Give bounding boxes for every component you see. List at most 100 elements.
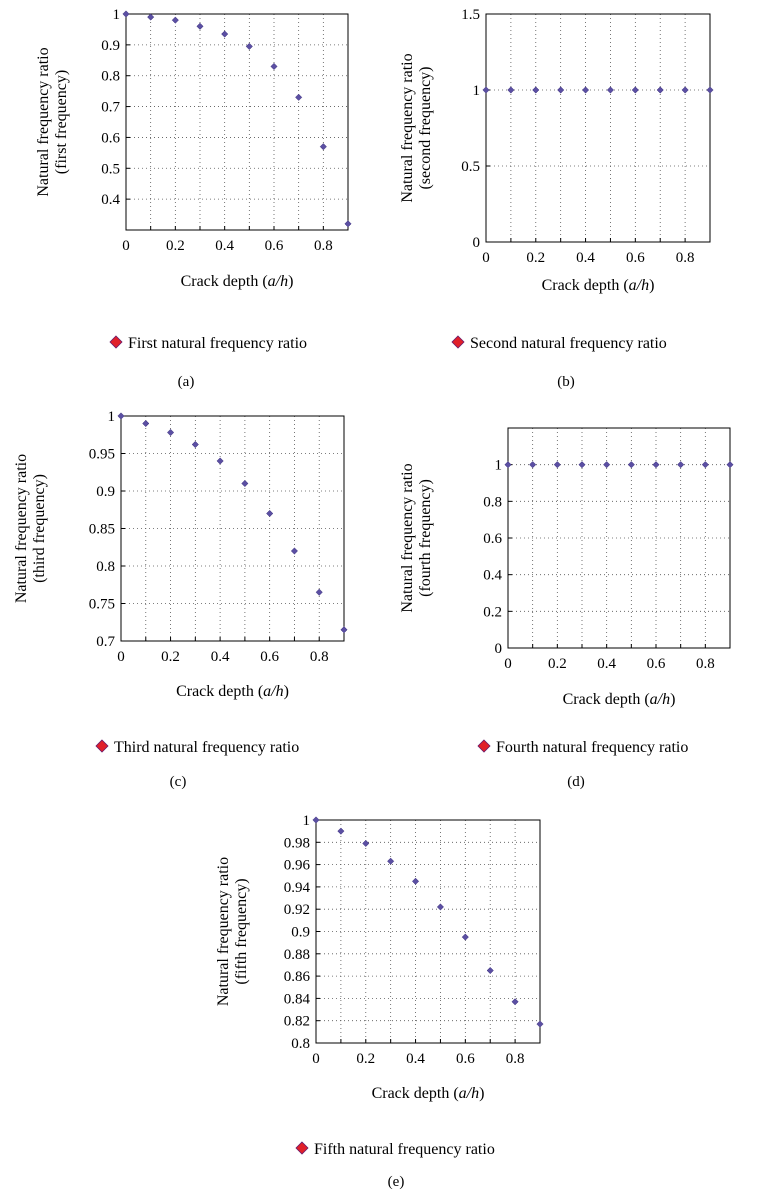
data-point bbox=[266, 509, 274, 518]
y-tick-label: 0 bbox=[495, 641, 503, 657]
data-point bbox=[196, 22, 204, 30]
y-tick-label: 1.5 bbox=[461, 7, 480, 23]
chart-panel-2: 0 0.2 0.4 0.6 0.8 0 0.5 1 1.5 Crack depth (a/h) Na… bbox=[399, 7, 714, 390]
y-tick-label: 0.5 bbox=[101, 161, 120, 177]
plot-frame bbox=[120, 415, 345, 642]
legend-entry: Fifth natural frequency ratio bbox=[314, 1141, 495, 1158]
y-tick-label: 0.95 bbox=[89, 447, 115, 463]
data-point bbox=[216, 457, 224, 465]
x-tick-label: 0.4 bbox=[597, 656, 616, 672]
plot-frame bbox=[485, 13, 711, 243]
legend-entry: Fourth natural frequency ratio bbox=[496, 739, 688, 756]
data-point bbox=[507, 86, 515, 94]
data-point bbox=[652, 461, 660, 469]
data-point bbox=[681, 86, 689, 94]
data-point bbox=[122, 10, 130, 18]
data-point bbox=[582, 86, 590, 94]
data-point bbox=[706, 86, 714, 94]
data-point bbox=[461, 933, 469, 941]
x-tick-label: 0.6 bbox=[456, 1051, 475, 1067]
data-point bbox=[221, 30, 229, 38]
x-tick-label: 0.6 bbox=[260, 649, 279, 665]
y-axis-label: Natural frequency ratio(fifth frequency) bbox=[215, 857, 250, 1006]
data-point bbox=[362, 839, 370, 847]
y-tick-label: 0.94 bbox=[284, 880, 311, 896]
y-tick-label: 1 bbox=[303, 813, 311, 829]
y-tick-label: 0.6 bbox=[483, 531, 502, 547]
x-axis-label: Crack depth (a/h) bbox=[372, 1085, 485, 1102]
data-point bbox=[412, 877, 420, 885]
y-tick-label: 1 bbox=[108, 409, 116, 425]
data-point bbox=[241, 479, 249, 488]
data-point bbox=[511, 998, 519, 1006]
panel-label: (b) bbox=[557, 374, 575, 390]
x-tick-label: 0.4 bbox=[211, 649, 230, 665]
legend-marker-icon bbox=[451, 335, 465, 349]
legend-entry: Third natural frequency ratio bbox=[114, 739, 299, 756]
data-point bbox=[532, 86, 540, 94]
panel-label: (a) bbox=[178, 374, 195, 390]
y-axis-label: Natural frequency ratio(fourth frequency… bbox=[399, 463, 434, 612]
y-tick-label: 0.8 bbox=[291, 1036, 310, 1052]
data-point bbox=[147, 13, 155, 21]
legend-entry: First natural frequency ratio bbox=[128, 335, 307, 352]
data-point bbox=[312, 816, 320, 824]
data-point bbox=[631, 86, 639, 94]
data-point bbox=[578, 461, 586, 469]
data-point bbox=[557, 86, 565, 94]
y-tick-label: 0.75 bbox=[89, 597, 115, 613]
y-tick-label: 0.85 bbox=[89, 522, 115, 538]
x-tick-label: 0.6 bbox=[647, 656, 666, 672]
data-point bbox=[171, 16, 179, 24]
x-axis-label: Crack depth (a/h) bbox=[181, 273, 294, 290]
data-point bbox=[270, 62, 278, 71]
data-point bbox=[701, 461, 709, 469]
legend-marker-icon bbox=[295, 1141, 309, 1155]
data-point bbox=[340, 626, 348, 634]
x-tick-label: 0.4 bbox=[406, 1051, 425, 1067]
y-tick-label: 1 bbox=[113, 7, 121, 23]
y-tick-label: 0.9 bbox=[96, 484, 115, 500]
y-tick-label: 1 bbox=[473, 83, 481, 99]
panel-label: (e) bbox=[388, 1174, 405, 1190]
x-tick-label: 0 bbox=[117, 649, 125, 665]
data-point bbox=[337, 827, 345, 835]
x-tick-label: 0.8 bbox=[314, 238, 333, 254]
y-tick-label: 0.9 bbox=[101, 38, 120, 54]
y-tick-label: 0.8 bbox=[101, 69, 120, 85]
y-axis-label: Natural frequency ratio(first frequency) bbox=[35, 47, 70, 196]
y-tick-label: 0.5 bbox=[461, 159, 480, 175]
data-point bbox=[315, 588, 323, 596]
y-tick-label: 0.7 bbox=[96, 634, 115, 650]
x-tick-label: 0.6 bbox=[626, 250, 645, 266]
data-point bbox=[290, 547, 298, 555]
y-tick-label: 0.2 bbox=[483, 604, 502, 620]
x-axis-label: Crack depth (a/h) bbox=[542, 277, 655, 294]
data-point bbox=[726, 461, 734, 469]
data-point bbox=[504, 461, 512, 469]
x-tick-label: 0.6 bbox=[265, 238, 284, 254]
y-tick-label: 0 bbox=[473, 235, 481, 251]
data-point bbox=[486, 966, 494, 975]
data-point bbox=[482, 86, 490, 94]
data-point bbox=[536, 1020, 544, 1028]
y-tick-label: 0.98 bbox=[284, 835, 310, 851]
data-point bbox=[677, 461, 685, 469]
y-tick-label: 0.96 bbox=[284, 858, 311, 874]
x-tick-label: 0 bbox=[122, 238, 130, 254]
x-tick-label: 0.8 bbox=[310, 649, 329, 665]
legend-marker-icon bbox=[95, 739, 109, 753]
x-tick-label: 0.4 bbox=[576, 250, 595, 266]
plot-frame bbox=[125, 13, 349, 231]
x-tick-label: 0 bbox=[504, 656, 512, 672]
data-point bbox=[167, 428, 175, 437]
data-point bbox=[436, 903, 444, 911]
legend-entry: Second natural frequency ratio bbox=[470, 335, 667, 352]
data-point bbox=[627, 461, 635, 469]
data-point bbox=[387, 857, 395, 865]
y-tick-label: 0.92 bbox=[284, 902, 310, 918]
panel-label: (c) bbox=[170, 774, 187, 790]
data-point bbox=[529, 461, 537, 469]
data-point bbox=[191, 440, 199, 449]
